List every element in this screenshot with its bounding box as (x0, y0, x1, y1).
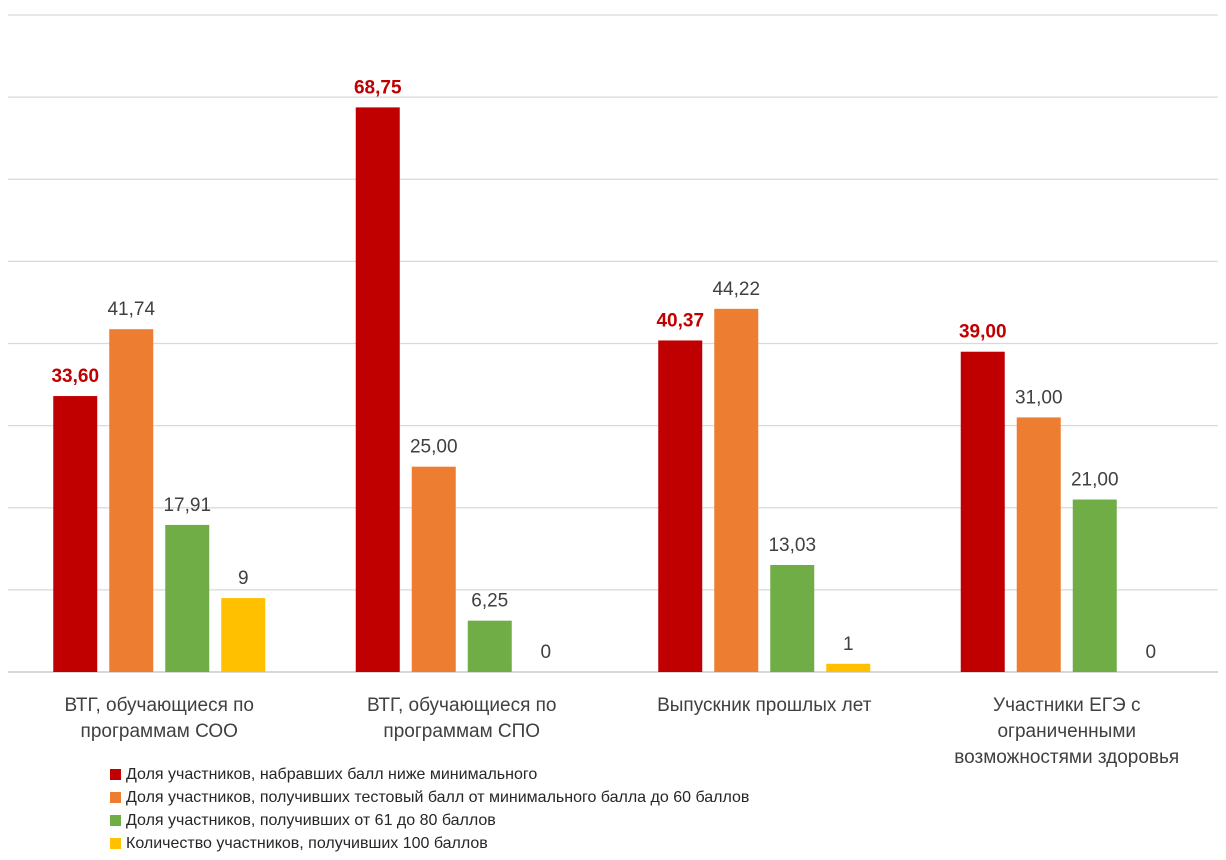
data-label: 0 (1145, 642, 1156, 663)
data-label: 40,37 (656, 310, 704, 331)
data-label: 13,03 (768, 535, 816, 556)
legend-swatch-61-to-80 (110, 815, 121, 826)
legend-swatch-min-to-60 (110, 792, 121, 803)
legend-label-100-points: Количество участников, получивших 100 ба… (126, 834, 488, 852)
legend-item-below-min: Доля участников, набравших балл ниже мин… (110, 763, 749, 786)
data-label: 39,00 (959, 322, 1007, 343)
bar (411, 466, 456, 672)
bar (109, 329, 154, 672)
bar (770, 564, 815, 672)
category-label: ВТГ, обучающиеся по программам СОО (64, 695, 254, 742)
data-label: 31,00 (1015, 387, 1063, 408)
data-label: 21,00 (1071, 470, 1119, 491)
data-label: 6,25 (471, 591, 508, 612)
data-label: 33,60 (51, 366, 99, 387)
bar (658, 340, 703, 672)
bar (960, 351, 1005, 672)
bar (1072, 499, 1117, 672)
bar (355, 107, 400, 672)
legend-label-61-to-80: Доля участников, получивших от 61 до 80 … (126, 811, 496, 829)
legend-swatch-100-points (110, 838, 121, 849)
category-label: ВТГ, обучающиеся по программам СПО (367, 695, 557, 742)
data-label: 9 (238, 568, 249, 589)
legend-swatch-below-min (110, 769, 121, 780)
data-label: 68,75 (354, 77, 402, 98)
legend-item-100-points: Количество участников, получивших 100 ба… (110, 832, 749, 855)
data-label: 25,00 (410, 437, 458, 458)
data-label: 44,22 (712, 279, 760, 300)
bar (1016, 417, 1061, 672)
bar (826, 663, 871, 672)
category-label: Участники ЕГЭ с ограниченными возможностям… (954, 695, 1179, 768)
bar (714, 308, 759, 672)
bar (467, 620, 512, 672)
data-label: 17,91 (163, 495, 211, 516)
bar (165, 524, 210, 672)
bar (53, 396, 98, 672)
data-label: 1 (843, 634, 854, 655)
data-label: 41,74 (107, 299, 155, 320)
legend-item-61-to-80: Доля участников, получивших от 61 до 80 … (110, 809, 749, 832)
legend-label-below-min: Доля участников, набравших балл ниже мин… (126, 765, 538, 783)
legend-label-min-to-60: Доля участников, получивших тестовый бал… (126, 788, 750, 806)
legend-item-min-to-60: Доля участников, получивших тестовый бал… (110, 786, 749, 809)
bar (221, 598, 266, 672)
data-label: 0 (540, 642, 551, 663)
category-label: Выпускник прошлых лет (657, 695, 872, 716)
legend: Доля участников, набравших балл ниже мин… (110, 763, 749, 855)
